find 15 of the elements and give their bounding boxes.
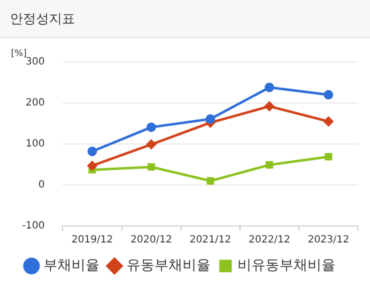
- y-axis-title: [%]: [11, 48, 27, 59]
- legend-label: 비유동부채비율: [238, 258, 336, 274]
- chart-title: 안정성지표: [0, 0, 370, 38]
- x-tick-label: 2019/12: [71, 234, 113, 246]
- x-tick-label: 2023/12: [308, 234, 350, 246]
- y-tick-label: 100: [26, 138, 45, 150]
- x-tick-label: 2020/12: [130, 234, 172, 246]
- x-tick-label: 2021/12: [190, 234, 232, 246]
- y-tick-label: 200: [26, 98, 45, 109]
- x-tick-label: 2022/12: [248, 234, 290, 246]
- y-tick-label: 300: [26, 56, 45, 68]
- legend-label: 부채비율: [44, 258, 100, 274]
- y-tick-label: -100: [22, 220, 45, 232]
- legend-label: 유동부채비율: [126, 258, 210, 274]
- y-tick-label: 0: [38, 180, 45, 191]
